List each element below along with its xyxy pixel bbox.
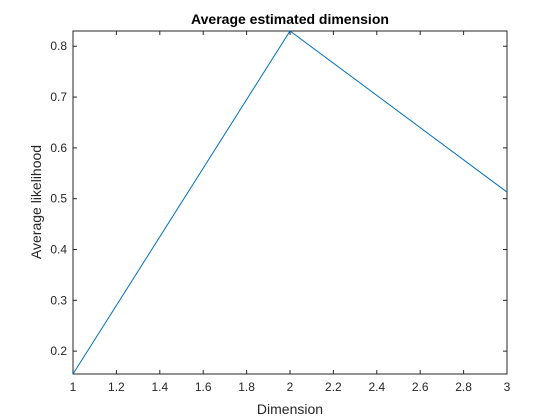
- y-tick-label: 0.6: [50, 141, 67, 155]
- x-tick-label: 2.2: [325, 380, 342, 394]
- plot-area: [72, 30, 508, 375]
- y-tick-label: 0.3: [50, 293, 67, 307]
- chart-title: Average estimated dimension: [191, 11, 389, 27]
- y-tick-label: 0.5: [50, 192, 67, 206]
- x-tick-label: 2.8: [455, 380, 472, 394]
- y-tick-label: 0.2: [50, 344, 67, 358]
- x-axis: 1 1.2 1.4 1.6 1.8 2 2.2 2.4 2.6 2.8 3: [70, 31, 511, 394]
- x-tick-label: 1.4: [151, 380, 168, 394]
- x-tick-label: 1.6: [195, 380, 212, 394]
- y-axis-label: Average likelihood: [28, 145, 44, 259]
- x-tick-label: 1.8: [238, 380, 255, 394]
- x-tick-label: 2.4: [368, 380, 385, 394]
- x-tick-label: 2.6: [412, 380, 429, 394]
- series-layer: [72, 30, 508, 375]
- x-tick-label: 2: [287, 380, 294, 394]
- y-tick-label: 0.4: [50, 243, 67, 257]
- x-axis-label: Dimension: [257, 401, 323, 417]
- y-axis: 0.2 0.3 0.4 0.5 0.6 0.7 0.8: [50, 39, 507, 358]
- x-tick-label: 3: [504, 380, 511, 394]
- y-tick-label: 0.8: [50, 39, 67, 53]
- x-tick-label: 1: [70, 380, 77, 394]
- y-tick-label: 0.7: [50, 90, 67, 104]
- x-tick-label: 1.2: [108, 380, 125, 394]
- series-line: [72, 30, 508, 375]
